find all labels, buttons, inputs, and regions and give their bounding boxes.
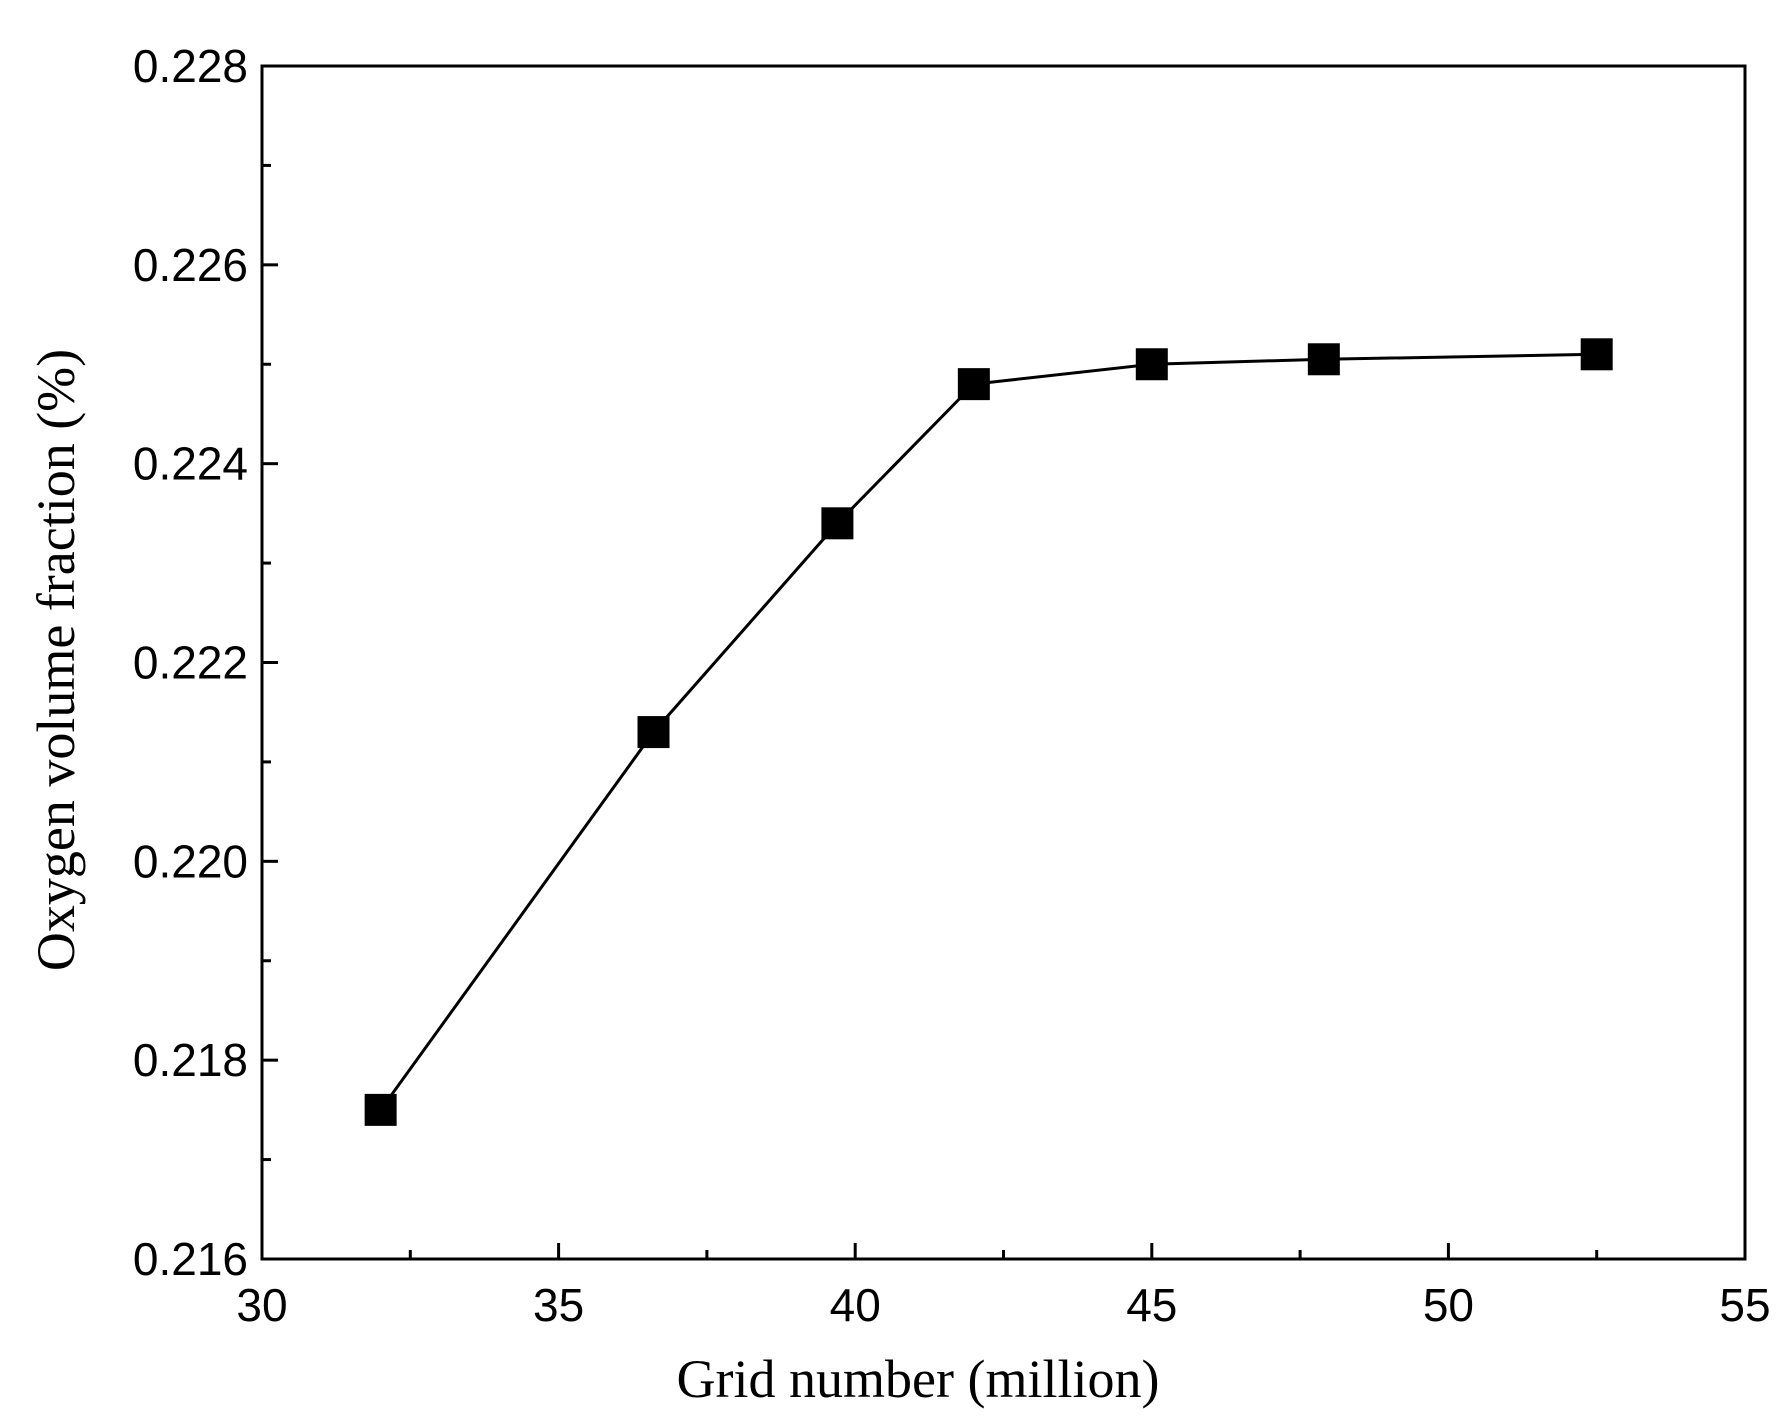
x-tick-label: 35	[533, 1279, 584, 1331]
y-tick-label: 0.218	[133, 1034, 248, 1086]
x-tick-label: 55	[1719, 1279, 1770, 1331]
x-tick-label: 40	[830, 1279, 881, 1331]
series-line	[379, 352, 1597, 1111]
y-tick-label: 0.216	[133, 1233, 248, 1285]
y-tick-label: 0.224	[133, 438, 248, 490]
y-tick-label: 0.228	[133, 40, 248, 92]
data-point-marker	[821, 507, 854, 540]
plot-frame	[260, 64, 1747, 1261]
series-layer	[364, 338, 1613, 1126]
data-point-marker	[1135, 348, 1168, 381]
x-tick-label: 30	[236, 1279, 287, 1331]
y-axis-ticks: 0.216 0.218 0.220 0.222 0.224 0.226 0.228	[133, 40, 278, 1285]
data-point-marker	[364, 1093, 397, 1126]
y-tick-label: 0.222	[133, 637, 248, 689]
x-axis-title: Grid number (million)	[677, 1349, 1160, 1409]
y-axis-title: Oxygen volume fraction (%)	[26, 349, 86, 971]
y-tick-label: 0.226	[133, 239, 248, 291]
data-point-marker	[637, 716, 670, 749]
x-tick-label: 45	[1126, 1279, 1177, 1331]
x-tick-label: 50	[1423, 1279, 1474, 1331]
data-point-marker	[957, 368, 990, 401]
x-axis-ticks: 30 35 40 45 50 55	[236, 1243, 1771, 1331]
data-point-marker	[1580, 338, 1613, 371]
y-tick-label: 0.220	[133, 835, 248, 887]
data-point-marker	[1307, 343, 1340, 376]
